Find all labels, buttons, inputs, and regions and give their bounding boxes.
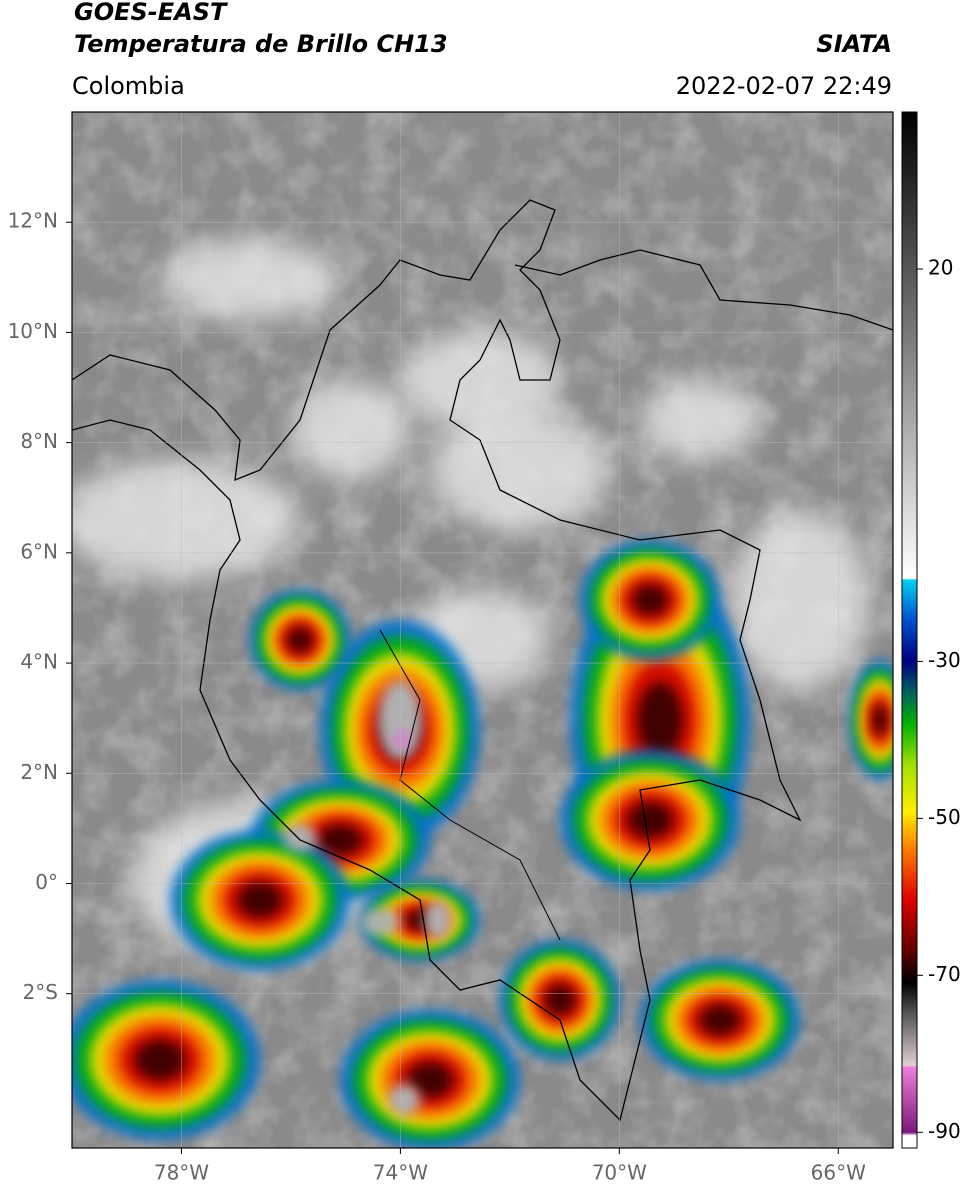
convective-cloud <box>627 802 673 838</box>
department-border <box>379 629 561 941</box>
convective-cloud <box>237 882 283 918</box>
cold-top <box>378 680 422 760</box>
coldest-top <box>394 732 410 748</box>
cold-top <box>284 824 316 852</box>
source: SIATA <box>816 30 892 58</box>
bright-cloud <box>400 330 560 430</box>
lon-tick-label: 74°W <box>373 1161 428 1185</box>
colorbar-tick-label: -50 <box>928 805 961 829</box>
map-frame <box>71 111 894 1149</box>
cold-top <box>360 908 400 936</box>
bright-cloud <box>290 380 410 480</box>
colorbar <box>901 111 918 1149</box>
bright-cloud <box>160 240 340 320</box>
colorbar-tick-label: -90 <box>928 1119 961 1143</box>
title-1: GOES-EAST <box>74 0 228 26</box>
cold-top <box>388 1084 420 1116</box>
lat-tick-label: 4°N <box>20 650 58 674</box>
lat-tick-label: 8°N <box>20 429 58 453</box>
coastline <box>514 249 893 331</box>
lat-tick-label: 0° <box>35 870 58 894</box>
lat-tick-label: 10°N <box>8 319 58 343</box>
bright-cloud <box>730 510 870 690</box>
bright-cloud <box>72 460 300 580</box>
bright-cloud <box>430 410 610 530</box>
convective-cloud <box>700 1005 740 1035</box>
convective-cloud <box>407 1062 453 1098</box>
country-border <box>72 199 802 1122</box>
lon-tick-label: 78°W <box>154 1161 209 1185</box>
lon-tick-label: 70°W <box>592 1161 647 1185</box>
convective-cloud <box>637 682 683 758</box>
lon-tick-label: 66°W <box>811 1161 866 1185</box>
convective-cloud <box>632 585 668 615</box>
convective-cloud <box>872 705 888 735</box>
convective-cloud <box>545 985 575 1015</box>
imagery <box>72 112 893 1148</box>
title-2: Temperatura de Brillo CH13 <box>74 30 448 58</box>
lat-tick-label: 12°N <box>8 209 58 233</box>
datetime: 2022-02-07 22:49 <box>676 72 892 100</box>
colorbar-tick-label: -70 <box>928 962 961 986</box>
convective-cloud <box>135 1040 185 1080</box>
lat-tick-label: 2°S <box>23 980 58 1004</box>
convective-cloud <box>317 825 363 855</box>
lat-tick-label: 6°N <box>20 539 58 563</box>
cold-top <box>424 900 452 940</box>
lat-tick-label: 2°N <box>20 760 58 784</box>
region: Colombia <box>72 72 185 100</box>
convective-cloud <box>287 627 313 653</box>
bright-cloud <box>640 380 760 460</box>
colorbar-tick-label: 20 <box>928 255 953 279</box>
colorbar-tick-label: -30 <box>928 648 961 672</box>
